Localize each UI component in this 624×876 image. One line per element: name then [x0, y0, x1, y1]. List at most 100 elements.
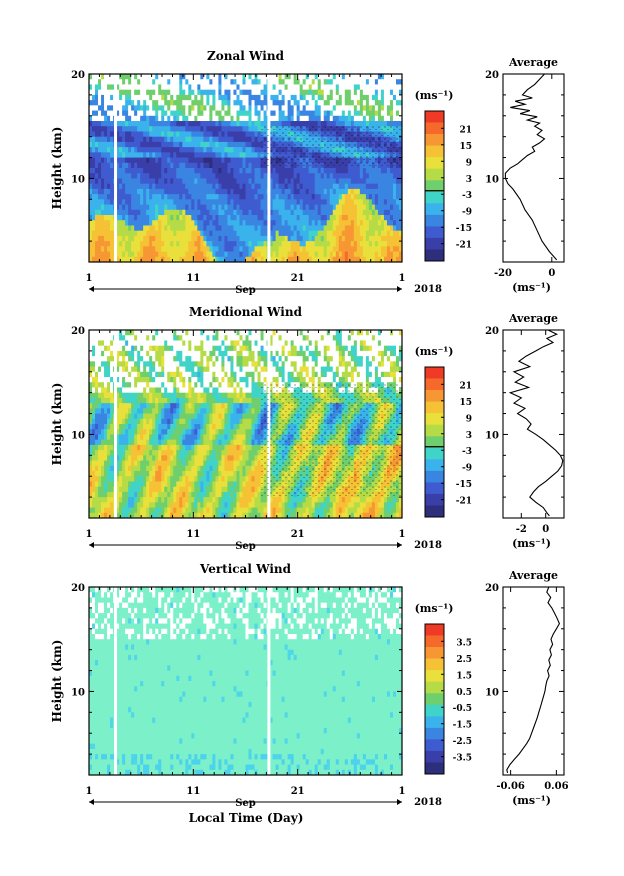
- heatmap-cell: [98, 434, 101, 440]
- heatmap-cell: [303, 168, 306, 174]
- heatmap-cell: [318, 105, 321, 111]
- heatmap-cell: [185, 194, 188, 200]
- heatmap-cell: [179, 100, 182, 106]
- heatmap-cell: [149, 471, 152, 477]
- heatmap-cell: [215, 137, 218, 143]
- heatmap-cell: [372, 241, 375, 247]
- heatmap-cell: [318, 116, 321, 122]
- heatmap-cell: [170, 231, 173, 237]
- heatmap-cell: [188, 74, 191, 80]
- heatmap-cell: [224, 205, 227, 211]
- heatmap-cell: [104, 356, 107, 362]
- heatmap-cell: [230, 205, 233, 211]
- heatmap-cell: [239, 199, 242, 205]
- heatmap-cell: [143, 79, 146, 85]
- heatmap-cell: [312, 178, 315, 184]
- heatmap-cell: [134, 340, 137, 346]
- heatmap-cell: [194, 137, 197, 143]
- heatmap-cell: [128, 455, 131, 461]
- heatmap-cell: [173, 440, 176, 446]
- heatmap-cell: [242, 121, 245, 127]
- heatmap-cell: [185, 236, 188, 242]
- heatmap-cell: [336, 90, 339, 96]
- heatmap-cell: [155, 461, 158, 467]
- heatmap-cell: [101, 445, 104, 451]
- heatmap-cell: [333, 189, 336, 195]
- heatmap-cell: [288, 121, 291, 127]
- heatmap-cell: [233, 194, 236, 200]
- heatmap-cell: [297, 95, 300, 101]
- heatmap-cell: [131, 147, 134, 153]
- heatmap-cell: [152, 429, 155, 435]
- heatmap-cell: [176, 367, 179, 373]
- heatmap-cell: [164, 178, 167, 184]
- colorbar: (ms⁻¹)211593-3-9-15-21: [415, 89, 472, 261]
- heatmap-cell: [110, 210, 113, 216]
- heatmap-cell: [98, 184, 101, 190]
- heatmap-cell: [155, 408, 158, 414]
- heatmap-cell: [98, 158, 101, 164]
- heatmap-cell: [110, 497, 113, 503]
- heatmap-cell: [242, 168, 245, 174]
- heatmap-cell: [381, 178, 384, 184]
- heatmap-cell: [158, 445, 161, 451]
- heatmap-cell: [393, 194, 396, 200]
- heatmap-cell: [146, 377, 149, 383]
- heatmap-cell: [131, 163, 134, 169]
- heatmap-cell: [375, 168, 378, 174]
- heatmap-cell: [236, 158, 239, 164]
- heatmap-cell: [360, 79, 363, 85]
- heatmap-cell: [282, 173, 285, 179]
- heatmap-cell: [122, 210, 125, 216]
- heatmap-cell: [233, 137, 236, 143]
- heatmap-cell: [140, 121, 143, 127]
- heatmap-cell: [158, 121, 161, 127]
- heatmap-cell: [164, 111, 167, 117]
- heatmap-cell: [158, 95, 161, 101]
- heatmap-cell: [167, 236, 170, 242]
- heatmap-cell: [203, 178, 206, 184]
- heatmap-cell: [375, 210, 378, 216]
- heatmap-cell: [188, 205, 191, 211]
- heatmap-cell: [236, 184, 239, 190]
- heatmap-cell: [167, 414, 170, 420]
- colorbar-tick-label: -3: [462, 191, 472, 201]
- heatmap-cell: [161, 231, 164, 237]
- heatmap-cell: [107, 346, 110, 352]
- heatmap-cell: [149, 351, 152, 357]
- heatmap-cell: [173, 393, 176, 399]
- heatmap-cell: [161, 105, 164, 111]
- heatmap-cell: [170, 111, 173, 117]
- heatmap-cell: [372, 210, 375, 216]
- heatmap-cell: [170, 403, 173, 409]
- heatmap-cell: [309, 95, 312, 101]
- heatmap-cell: [95, 330, 98, 336]
- heatmap-cell: [261, 100, 264, 106]
- heatmap-cell: [131, 455, 134, 461]
- heatmap-cell: [98, 356, 101, 362]
- heatmap-cell: [297, 210, 300, 216]
- heatmap-cell: [288, 231, 291, 237]
- heatmap-cell: [182, 241, 185, 247]
- heatmap-cell: [246, 189, 249, 195]
- heatmap-cell: [206, 225, 209, 231]
- heatmap-cell: [291, 246, 294, 252]
- heatmap-cell: [360, 252, 363, 258]
- heatmap-cell: [164, 231, 167, 237]
- heatmap-cell: [146, 476, 149, 482]
- heatmap-cell: [98, 100, 101, 106]
- heatmap-cell: [221, 210, 224, 216]
- heatmap-cell: [170, 450, 173, 456]
- heatmap-cell: [122, 481, 125, 487]
- heatmap-cell: [182, 189, 185, 195]
- heatmap-cell: [149, 434, 152, 440]
- heatmap-cell: [131, 434, 134, 440]
- heatmap-cell: [173, 398, 176, 404]
- heatmap-cell: [384, 231, 387, 237]
- heatmap-cell: [98, 393, 101, 399]
- heatmap-cell: [318, 194, 321, 200]
- heatmap-cell: [342, 246, 345, 252]
- heatmap-cell: [152, 487, 155, 493]
- heatmap-cell: [230, 189, 233, 195]
- heatmap-cell: [95, 74, 98, 80]
